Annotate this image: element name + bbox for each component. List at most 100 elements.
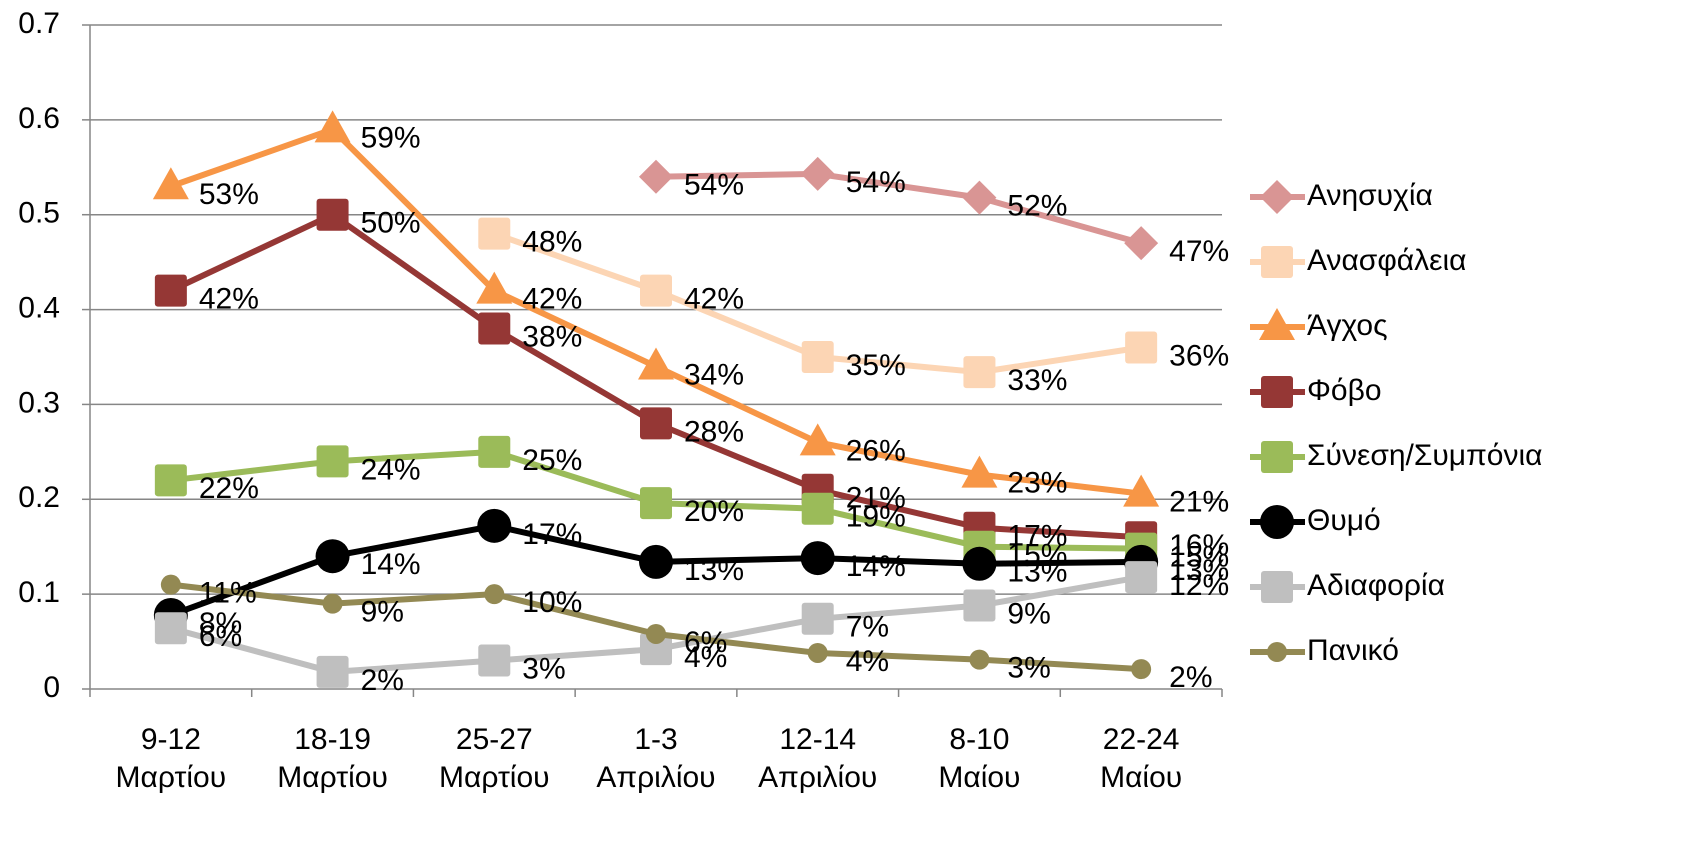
data-label: 42% bbox=[522, 283, 582, 316]
data-point bbox=[801, 602, 834, 635]
x-tick-label: 9-12 bbox=[141, 723, 201, 756]
data-point bbox=[963, 356, 996, 389]
x-tick-label: 22-24 bbox=[1103, 723, 1180, 756]
data-label: 42% bbox=[684, 283, 744, 316]
legend-marker bbox=[1261, 571, 1293, 603]
data-label: 28% bbox=[684, 415, 744, 448]
data-label: 22% bbox=[199, 472, 259, 505]
legend-marker bbox=[1259, 308, 1295, 340]
data-point bbox=[154, 464, 187, 497]
legend-label: Σύνεση/Συμπόνια bbox=[1307, 439, 1543, 472]
data-point bbox=[1123, 474, 1160, 507]
data-label: 25% bbox=[522, 444, 582, 477]
data-point bbox=[969, 649, 990, 670]
data-label: 54% bbox=[684, 169, 744, 202]
x-tick-label: 25-27 bbox=[456, 723, 533, 756]
data-point bbox=[316, 655, 349, 688]
data-point bbox=[801, 341, 834, 373]
data-point bbox=[800, 156, 835, 191]
x-tick-label: Απριλίου bbox=[758, 761, 877, 794]
data-point bbox=[639, 159, 673, 194]
data-label: 23% bbox=[1007, 467, 1067, 500]
data-label: 6% bbox=[684, 626, 727, 659]
data-label: 15% bbox=[1007, 539, 1067, 572]
series-line bbox=[655, 170, 1142, 247]
legend-label: Αδιαφορία bbox=[1307, 569, 1445, 602]
data-point bbox=[1124, 226, 1159, 261]
data-label: 17% bbox=[1007, 520, 1067, 553]
data-label: 9% bbox=[1007, 597, 1050, 630]
data-point bbox=[478, 217, 511, 250]
data-label: 59% bbox=[361, 121, 421, 154]
data-label: 21% bbox=[1169, 486, 1229, 519]
data-label: 9% bbox=[361, 596, 404, 629]
legend-marker bbox=[1267, 642, 1287, 662]
data-point bbox=[646, 623, 666, 644]
data-label: 26% bbox=[846, 434, 906, 467]
data-label: 2% bbox=[361, 664, 404, 697]
legend-marker bbox=[1260, 180, 1294, 214]
y-tick-label: 0.6 bbox=[18, 102, 60, 135]
data-label: 7% bbox=[846, 611, 889, 644]
data-point bbox=[154, 612, 187, 645]
x-tick-label: Μαρτίου bbox=[116, 761, 227, 794]
legend-label: Ανησυχία bbox=[1307, 179, 1433, 212]
y-tick-label: 0 bbox=[43, 671, 60, 704]
data-point bbox=[640, 407, 672, 440]
legend-label: Θυμό bbox=[1307, 504, 1381, 537]
x-tick-label: Μαίου bbox=[938, 761, 1020, 794]
data-point bbox=[1125, 331, 1158, 364]
data-label: 53% bbox=[199, 178, 259, 211]
y-tick-label: 0.7 bbox=[18, 7, 60, 40]
data-point bbox=[640, 274, 672, 307]
data-point bbox=[315, 539, 350, 574]
data-point bbox=[801, 492, 834, 525]
data-label: 11% bbox=[199, 577, 257, 610]
y-tick-label: 0.1 bbox=[18, 576, 60, 609]
data-label: 42% bbox=[199, 283, 259, 316]
data-label: 33% bbox=[1007, 364, 1067, 397]
data-label: 10% bbox=[522, 586, 582, 619]
data-point bbox=[962, 180, 997, 215]
data-point bbox=[322, 593, 343, 614]
data-point bbox=[478, 435, 511, 468]
data-label: 16% bbox=[1169, 529, 1229, 562]
data-point bbox=[963, 589, 996, 622]
data-point bbox=[316, 198, 349, 231]
y-tick-label: 0.4 bbox=[18, 291, 60, 324]
legend-marker bbox=[1261, 376, 1293, 408]
x-tick-label: 18-19 bbox=[294, 723, 371, 756]
data-label: 14% bbox=[846, 550, 906, 583]
legend-label: Φόβο bbox=[1307, 374, 1382, 407]
y-tick-label: 0.2 bbox=[18, 481, 60, 514]
data-point bbox=[640, 633, 672, 666]
data-point bbox=[476, 271, 513, 304]
data-point bbox=[962, 546, 997, 581]
legend-label: Άγχος bbox=[1307, 309, 1388, 342]
data-label: 48% bbox=[522, 226, 582, 259]
data-label: 21% bbox=[846, 482, 906, 515]
x-tick-label: Μαίου bbox=[1100, 761, 1182, 794]
x-tick-label: 12-14 bbox=[779, 723, 856, 756]
data-label: 19% bbox=[846, 501, 906, 534]
data-point bbox=[638, 347, 674, 380]
data-label: 3% bbox=[1007, 652, 1050, 685]
data-label: 8% bbox=[199, 607, 242, 640]
legend-marker bbox=[1260, 505, 1294, 539]
data-label: 38% bbox=[522, 320, 582, 353]
x-tick-label: Απριλίου bbox=[596, 761, 715, 794]
y-tick-label: 0.3 bbox=[18, 386, 60, 419]
x-tick-label: 8-10 bbox=[949, 723, 1009, 756]
data-label: 52% bbox=[1007, 190, 1067, 223]
data-label: 34% bbox=[684, 358, 744, 391]
data-point bbox=[807, 642, 828, 663]
data-point bbox=[1125, 561, 1158, 594]
data-label: 6% bbox=[199, 620, 242, 653]
data-label: 13% bbox=[1007, 556, 1067, 589]
data-label: 54% bbox=[846, 166, 906, 199]
legend-label: Πανικό bbox=[1307, 634, 1399, 667]
x-tick-label: Μαρτίου bbox=[277, 761, 388, 794]
data-point bbox=[639, 544, 673, 579]
data-label: 3% bbox=[522, 652, 565, 685]
